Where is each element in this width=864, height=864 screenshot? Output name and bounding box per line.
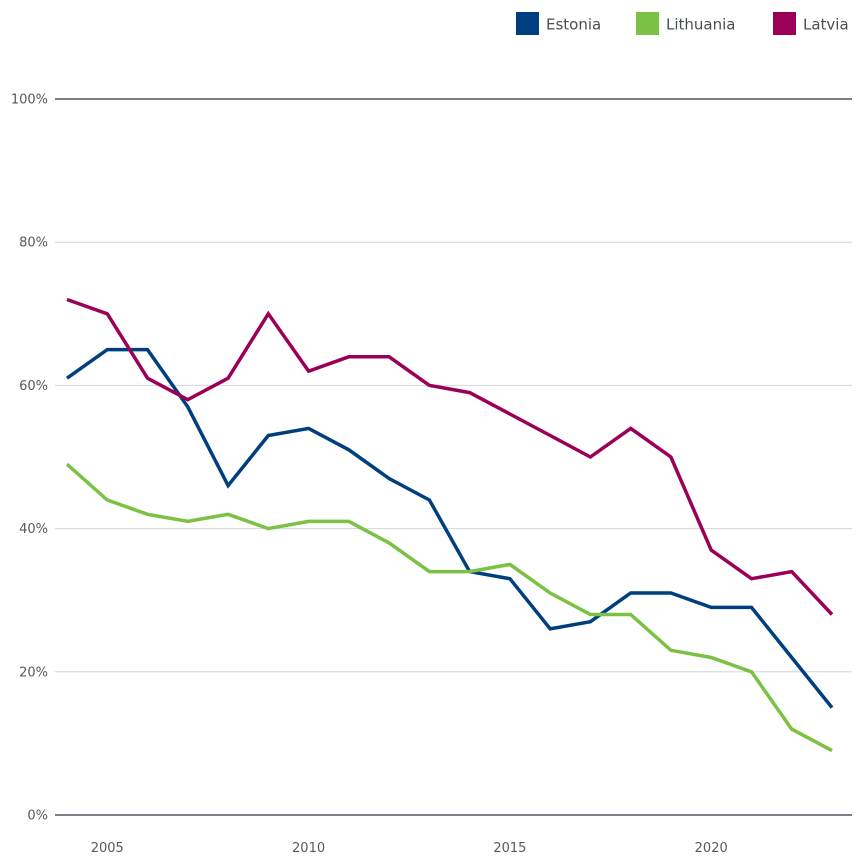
y-tick-label: 0% — [27, 809, 48, 824]
legend-item-lithuania: Lithuania — [636, 12, 735, 35]
series-lines — [65, 297, 834, 753]
legend-label: Lithuania — [666, 16, 735, 34]
legend-item-latvia: Latvia — [773, 12, 849, 35]
legend-swatch — [516, 12, 539, 35]
legend-swatch — [773, 12, 796, 35]
series-line-estonia — [65, 347, 834, 709]
y-tick-label: 60% — [19, 379, 48, 394]
x-tick-label: 2010 — [292, 841, 325, 856]
x-tick-label: 2020 — [695, 841, 728, 856]
y-tick-label: 20% — [19, 665, 48, 680]
legend: Estonia Lithuania Latvia — [516, 12, 849, 35]
legend-label: Estonia — [546, 16, 601, 34]
y-tick-label: 40% — [19, 522, 48, 537]
series-line-lithuania — [65, 462, 833, 753]
y-tick-label: 100% — [11, 93, 48, 108]
y-axis-tick-labels: 0% 20% 40% 60% 80% 100% — [11, 93, 48, 824]
series-line-latvia — [66, 297, 834, 616]
legend-swatch — [636, 12, 659, 35]
legend-item-estonia: Estonia — [516, 12, 601, 35]
legend-label: Latvia — [803, 16, 849, 34]
x-tick-label: 2015 — [493, 841, 526, 856]
gridlines — [55, 98, 852, 816]
y-tick-label: 80% — [19, 236, 48, 251]
x-tick-label: 2005 — [91, 841, 124, 856]
x-axis-tick-labels: 2005 2010 2015 2020 — [91, 841, 728, 856]
